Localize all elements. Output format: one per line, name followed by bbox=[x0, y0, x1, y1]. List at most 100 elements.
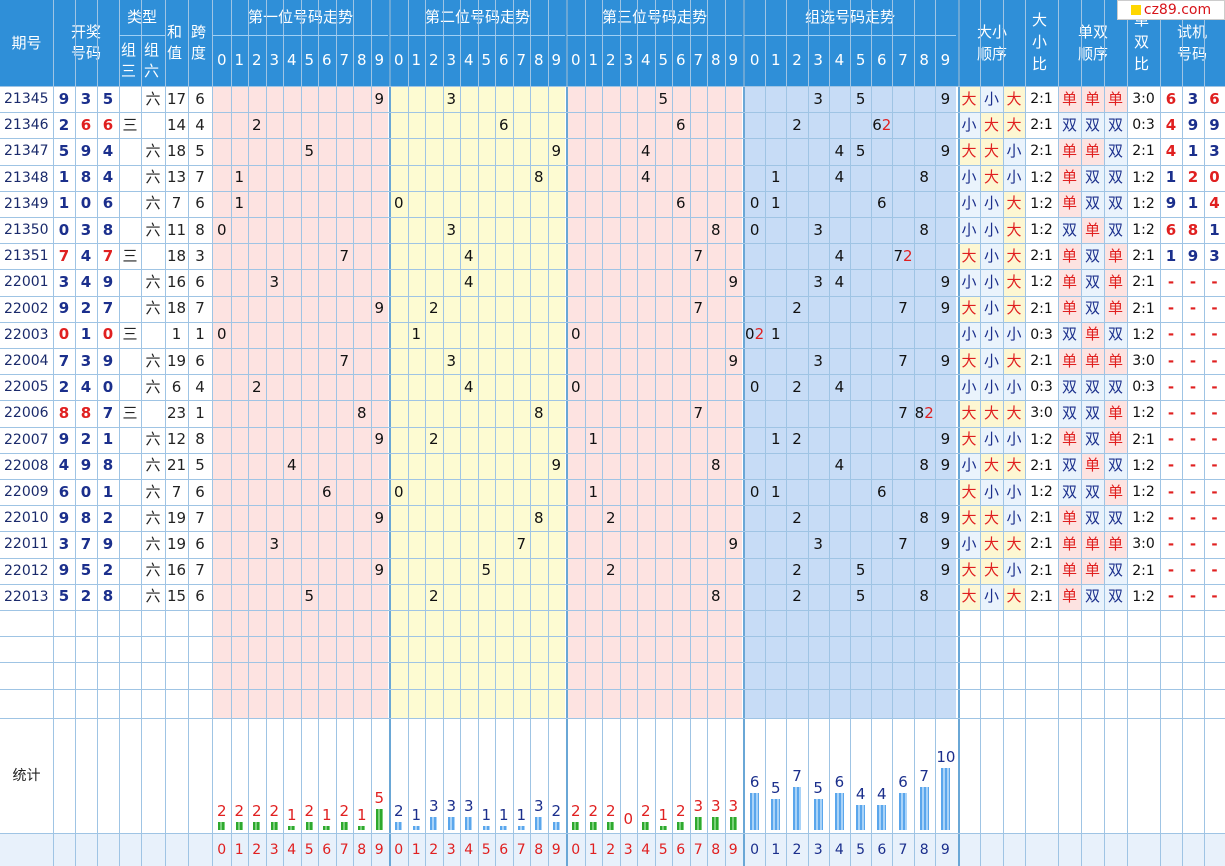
sum-cell: 7 bbox=[171, 194, 182, 213]
header-pos3-digit: 0 bbox=[567, 35, 585, 86]
footer-digit: 4 bbox=[464, 841, 474, 858]
dx-order-cell: 大 bbox=[1003, 112, 1025, 139]
grid-vline bbox=[301, 0, 302, 866]
grid-vline bbox=[336, 0, 337, 866]
pos2-mark: 5 bbox=[481, 561, 492, 580]
sum-cell: 7 bbox=[171, 482, 182, 501]
stat-bar bbox=[712, 817, 720, 830]
site-logo[interactable]: cz89.com bbox=[1117, 0, 1225, 20]
group-mark-digit: 2 bbox=[792, 561, 802, 580]
winning-digit: 8 bbox=[80, 168, 92, 187]
pos2-mark: 4 bbox=[463, 272, 474, 291]
ds-ratio-cell: 2:1 bbox=[1132, 143, 1155, 160]
grid-vline bbox=[495, 0, 496, 866]
dx-ratio-cell: 0:3 bbox=[1030, 326, 1053, 343]
ds-order-cell: 单 bbox=[1104, 426, 1127, 453]
stat-bar bbox=[589, 821, 597, 830]
trial-digit: - bbox=[1211, 456, 1218, 475]
span-cell: 3 bbox=[195, 246, 205, 265]
trial-digit: - bbox=[1211, 508, 1218, 527]
winning-digit: 7 bbox=[80, 534, 92, 553]
group-mark: 7 bbox=[892, 531, 913, 557]
stat-value: 2 bbox=[640, 801, 651, 820]
group-mark-digit: 3 bbox=[813, 89, 823, 108]
dx-ratio-cell: 2:1 bbox=[1030, 353, 1053, 370]
header-group-digit: 4 bbox=[828, 35, 850, 86]
stat-value: 5 bbox=[813, 779, 823, 797]
stat-bar bbox=[535, 817, 543, 830]
footer-digit: 9 bbox=[728, 841, 738, 858]
winning-digit: 9 bbox=[80, 141, 92, 160]
trial-digit: - bbox=[1189, 403, 1197, 422]
pos1-mark: 7 bbox=[339, 246, 350, 265]
winning-digit: 6 bbox=[58, 482, 70, 501]
group-mark-digit: 0 bbox=[749, 220, 760, 239]
dx-order-cell: 大 bbox=[958, 138, 980, 165]
issue-cell: 22009 bbox=[4, 484, 49, 501]
header-pos1: 第一位号码走势 bbox=[213, 0, 388, 35]
footer-digit: 1 bbox=[588, 841, 598, 858]
ds-ratio-cell: 2:1 bbox=[1132, 300, 1155, 317]
dx-order-cell: 小 bbox=[1003, 557, 1025, 584]
group-mark: 4 bbox=[829, 269, 850, 295]
ds-order-cell: 双 bbox=[1104, 112, 1127, 139]
pos3-mark: 8 bbox=[710, 220, 721, 239]
group-mark-digit: 7 bbox=[898, 403, 908, 422]
dx-ratio-cell: 2:1 bbox=[1030, 248, 1053, 265]
footer-band bbox=[0, 833, 1225, 866]
span-cell: 7 bbox=[195, 168, 205, 187]
trial-digit: - bbox=[1167, 534, 1175, 553]
header-pos1-digit: 9 bbox=[370, 35, 388, 86]
grid-hline bbox=[0, 610, 1225, 611]
grid-hline bbox=[0, 165, 1225, 166]
ds-ratio-cell: 3:0 bbox=[1132, 536, 1155, 553]
ds-order-cell: 双 bbox=[1104, 557, 1127, 584]
stats-bg-1 bbox=[390, 718, 565, 833]
stat-value: 1 bbox=[658, 805, 669, 824]
trial-digit: 1 bbox=[1187, 194, 1199, 213]
dx-order-cell: 大 bbox=[1003, 583, 1025, 610]
pos1-mark: 6 bbox=[321, 482, 332, 501]
group-mark: 0 bbox=[744, 217, 765, 243]
group-mark: 9 bbox=[935, 427, 956, 453]
ds-order-cell: 单 bbox=[1081, 86, 1104, 113]
dx-order-cell: 小 bbox=[958, 321, 980, 348]
issue-cell: 22005 bbox=[4, 379, 49, 396]
span-cell: 6 bbox=[195, 89, 205, 108]
trial-digit: 6 bbox=[1165, 89, 1177, 108]
stat-bar bbox=[856, 805, 866, 830]
stat-value: 2 bbox=[393, 801, 404, 820]
stat-bar bbox=[642, 821, 650, 830]
dx-order-cell: 大 bbox=[980, 112, 1003, 139]
stats-label: 统计 bbox=[12, 767, 41, 784]
group-mark-digit: 4 bbox=[834, 377, 845, 396]
header-issue: 期号 bbox=[0, 0, 53, 86]
footer-digit: 9 bbox=[940, 841, 950, 858]
section-divider bbox=[389, 0, 391, 866]
winning-digit: 4 bbox=[102, 168, 114, 187]
grid-vline bbox=[478, 0, 479, 866]
header-pos1-digit: 8 bbox=[353, 35, 371, 86]
footer-digit: 1 bbox=[771, 841, 781, 858]
pos2-mark: 3 bbox=[446, 89, 457, 108]
footer-digit: 3 bbox=[446, 841, 456, 858]
winning-digit: 4 bbox=[58, 456, 70, 475]
ds-order-cell: 双 bbox=[1058, 321, 1081, 348]
winning-digit: 0 bbox=[80, 194, 92, 213]
group-mark-digit: 8 bbox=[919, 508, 929, 527]
header-subline bbox=[744, 35, 956, 36]
winning-digit: 9 bbox=[58, 299, 70, 318]
stat-value: 0 bbox=[623, 810, 634, 828]
group-mark-digit: 3 bbox=[813, 220, 823, 239]
stat-bar bbox=[572, 821, 580, 830]
ds-order-cell: 双 bbox=[1081, 295, 1104, 322]
group-mark-digit: 1 bbox=[771, 482, 781, 501]
issue-cell: 21350 bbox=[4, 222, 49, 239]
group-mark-digit: 8 bbox=[914, 403, 925, 422]
footer-digit: 6 bbox=[322, 841, 332, 858]
span-cell: 8 bbox=[195, 430, 205, 449]
grid-vline bbox=[585, 0, 586, 866]
trial-digit: - bbox=[1167, 587, 1175, 606]
group-mark: 3 bbox=[808, 269, 829, 295]
winning-digit: 1 bbox=[80, 325, 92, 344]
